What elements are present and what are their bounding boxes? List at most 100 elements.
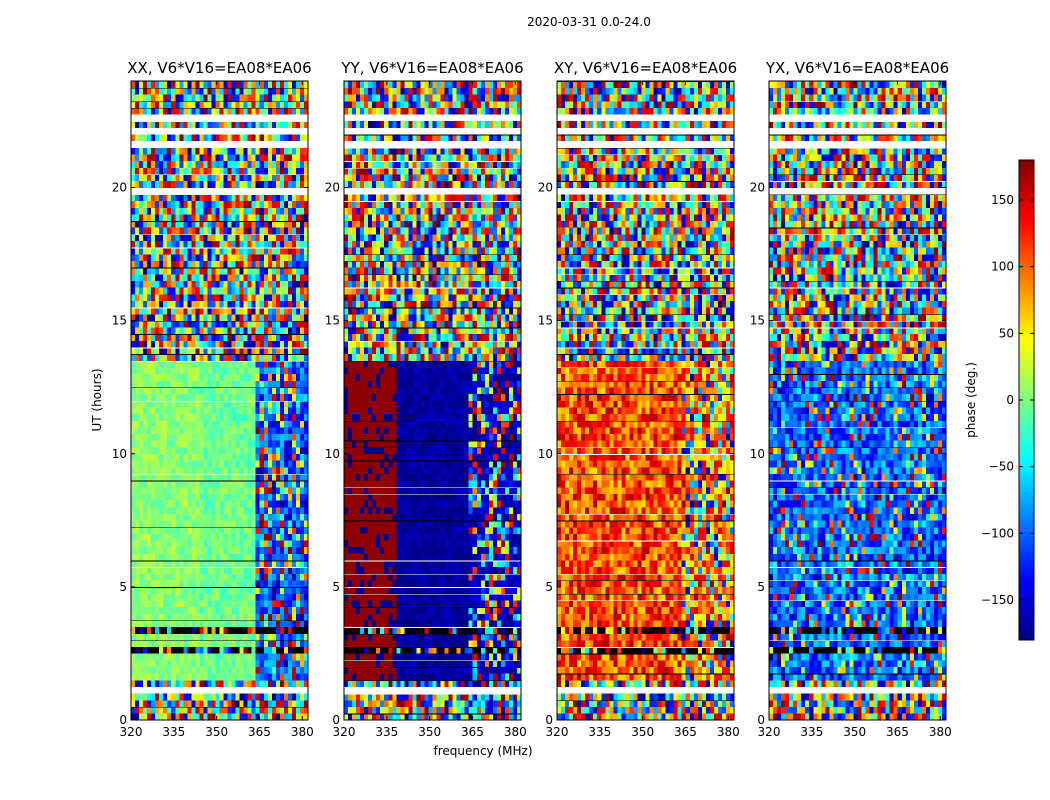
heatmap-cell: [219, 420, 224, 428]
heatmap-cell: [191, 546, 196, 554]
heatmap-cell: [376, 633, 381, 641]
heatmap-cell: [179, 214, 184, 222]
heatmap-cell: [211, 200, 216, 208]
heatmap-cell: [448, 706, 453, 714]
heatmap-cell: [275, 407, 281, 415]
heatmap-cell: [179, 533, 184, 541]
heatmap-cell: [231, 174, 236, 182]
heatmap-cell: [279, 200, 285, 208]
heatmap-cell: [223, 254, 228, 262]
heatmap-cell: [299, 633, 305, 641]
heatmap-cell: [392, 653, 397, 661]
heatmap-cell: [263, 493, 269, 501]
heatmap-cell: [283, 287, 289, 295]
heatmap-cell: [147, 100, 152, 108]
heatmap-cell: [131, 566, 136, 574]
heatmap-cell: [155, 473, 160, 481]
heatmap-cell: [215, 107, 220, 115]
heatmap-cell: [151, 487, 156, 494]
heatmap-cell: [179, 526, 184, 534]
heatmap-cell: [179, 333, 184, 341]
y-tick-label: 0: [119, 713, 127, 727]
heatmap-cell: [348, 673, 353, 681]
heatmap-cell: [199, 307, 204, 315]
heatmap-cell: [275, 167, 281, 175]
heatmap-cell: [131, 300, 136, 308]
heatmap-cell: [476, 613, 482, 621]
heatmap-cell: [460, 686, 465, 694]
heatmap-cell: [291, 467, 297, 475]
heatmap-cell: [175, 280, 180, 288]
heatmap-cell: [279, 546, 285, 554]
heatmap-cell: [295, 240, 301, 248]
heatmap-cell: [420, 693, 425, 701]
heatmap-cell: [143, 100, 148, 108]
heatmap-cell: [488, 700, 494, 707]
heatmap-cell: [299, 167, 305, 175]
heatmap-cell: [171, 526, 176, 534]
heatmap-cell: [512, 706, 518, 714]
heatmap-cell: [263, 260, 269, 268]
heatmap-cell: [408, 646, 413, 654]
heatmap-cell: [179, 507, 184, 514]
heatmap-cell: [295, 413, 301, 421]
heatmap-cell: [271, 200, 277, 208]
scan-gap-line: [131, 100, 308, 102]
heatmap-cell: [215, 194, 220, 202]
heatmap-cell: [235, 240, 240, 248]
heatmap-cell: [135, 420, 140, 428]
heatmap-cell: [223, 167, 228, 175]
heatmap-cell: [392, 640, 397, 648]
heatmap-cell: [147, 287, 152, 295]
heatmap-cell: [131, 580, 136, 588]
heatmap-cell: [211, 154, 216, 162]
heatmap-cell: [243, 340, 248, 348]
heatmap-cell: [295, 260, 301, 268]
heatmap-cell: [203, 480, 208, 488]
heatmap-cell: [135, 427, 140, 435]
heatmap-cell: [211, 427, 216, 435]
heatmap-cell: [251, 493, 256, 501]
heatmap-cell: [219, 380, 224, 388]
heatmap-cell: [299, 127, 305, 135]
heatmap-cell: [215, 453, 220, 461]
heatmap-cell: [227, 227, 232, 235]
heatmap-cell: [352, 693, 357, 701]
heatmap-cell: [239, 480, 244, 488]
heatmap-cell: [235, 400, 240, 408]
heatmap-cell: [291, 606, 297, 614]
heatmap-cell: [456, 613, 461, 621]
heatmap-cell: [275, 573, 281, 581]
heatmap-cell: [279, 533, 285, 541]
heatmap-cell: [279, 234, 285, 242]
heatmap-cell: [223, 81, 228, 88]
heatmap-cell: [267, 646, 273, 654]
heatmap-cell: [223, 174, 228, 182]
heatmap-cell: [191, 573, 196, 581]
heatmap-cell: [223, 453, 228, 461]
heatmap-cell: [231, 500, 236, 508]
heatmap-cell: [508, 666, 514, 674]
heatmap-cell: [291, 546, 297, 554]
heatmap-cell: [147, 174, 152, 182]
heatmap-cell: [187, 680, 192, 688]
heatmap-cell: [239, 487, 244, 494]
heatmap-cell: [267, 187, 273, 195]
heatmap-cell: [271, 94, 277, 102]
heatmap-cell: [147, 373, 152, 381]
heatmap-cell: [267, 320, 273, 328]
heatmap-cell: [223, 500, 228, 508]
heatmap-cell: [139, 200, 144, 208]
heatmap-cell: [303, 487, 309, 494]
heatmap-cell: [492, 686, 498, 694]
heatmap-cell: [219, 274, 224, 281]
heatmap-cell: [484, 633, 490, 641]
heatmap-cell: [187, 507, 192, 514]
heatmap-cell: [135, 274, 140, 281]
heatmap-cell: [231, 400, 236, 408]
heatmap-cell: [183, 287, 188, 295]
heatmap-cell: [267, 140, 273, 148]
heatmap-cell: [508, 680, 514, 688]
heatmap-cell: [412, 646, 417, 654]
heatmap-cell: [263, 180, 269, 188]
